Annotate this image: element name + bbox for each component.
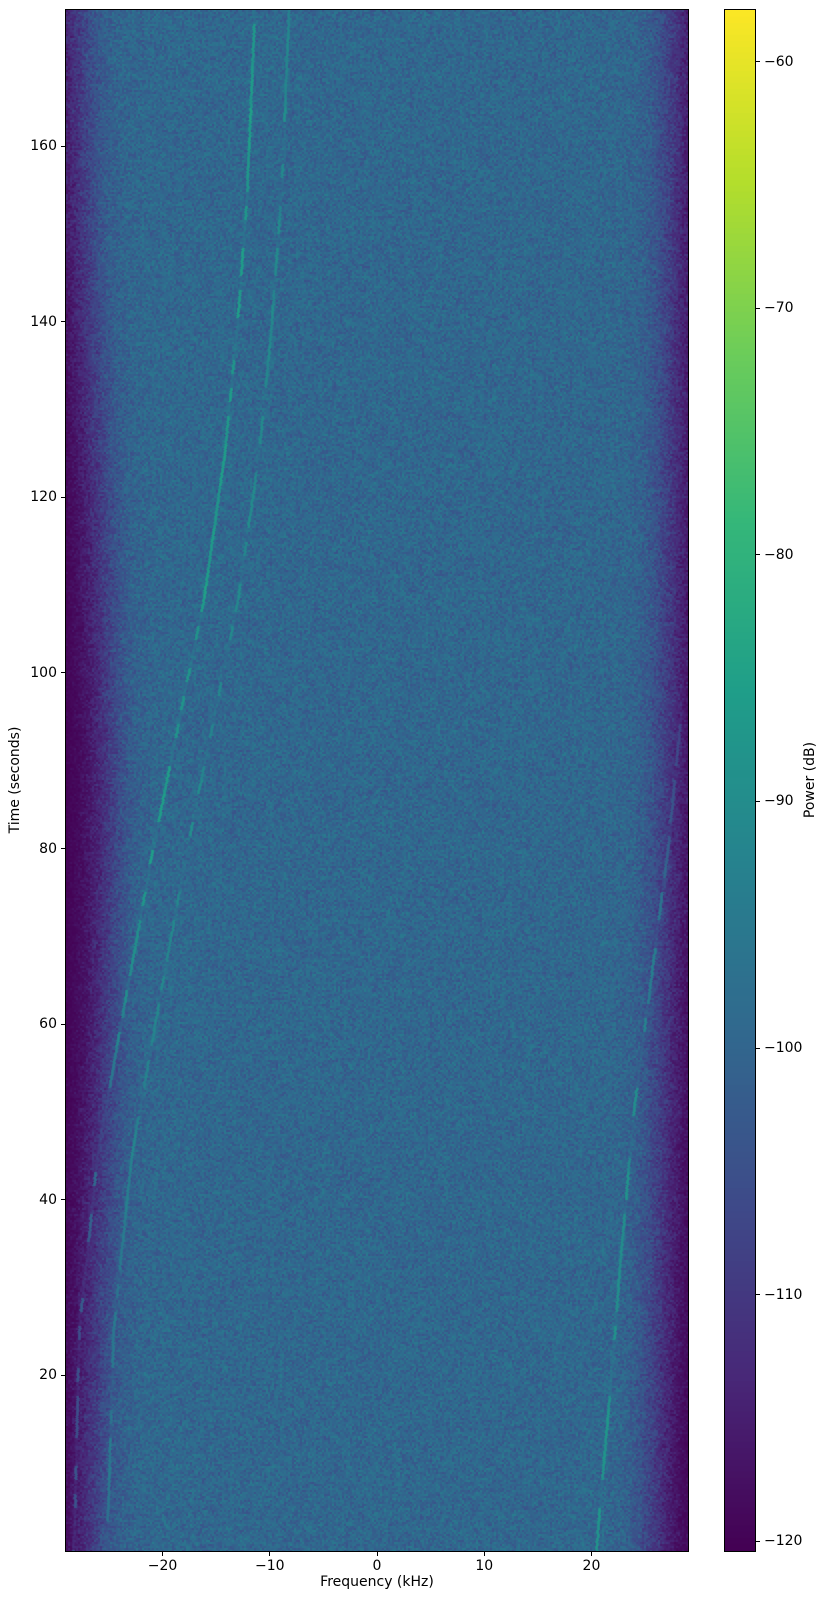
- colorbar-tick-label: −100: [764, 1040, 803, 1057]
- x-axis-label: Frequency (kHz): [320, 1574, 434, 1590]
- colorbar-label: Power (dB): [802, 741, 818, 819]
- colorbar-tick-label: −120: [764, 1533, 803, 1550]
- colorbar-tick: [756, 61, 760, 63]
- y-tick: [61, 1374, 65, 1376]
- x-tick-label: −20: [147, 1558, 178, 1574]
- colorbar-tick: [756, 307, 760, 309]
- x-tick: [269, 1552, 271, 1556]
- colorbar-tick-label: −90: [764, 793, 794, 810]
- colorbar-tick: [756, 800, 760, 802]
- y-tick-label: 60: [39, 1016, 57, 1033]
- x-tick: [590, 1552, 592, 1556]
- plot-frame: [65, 9, 689, 1552]
- x-tick-label: 10: [475, 1558, 494, 1574]
- y-tick: [61, 1023, 65, 1025]
- x-tick-label: 20: [582, 1558, 601, 1574]
- y-tick-label: 100: [30, 664, 57, 681]
- colorbar-gradient: [725, 10, 755, 1551]
- y-tick-label: 160: [30, 138, 57, 155]
- colorbar-tick-label: −80: [764, 546, 794, 563]
- colorbar-tick: [756, 1540, 760, 1542]
- y-tick: [61, 321, 65, 323]
- y-tick: [61, 496, 65, 498]
- colorbar-tick: [756, 554, 760, 556]
- y-tick-label: 20: [39, 1367, 57, 1384]
- y-tick: [61, 145, 65, 147]
- x-tick-label: 0: [372, 1558, 382, 1574]
- x-tick: [162, 1552, 164, 1556]
- colorbar-tick-label: −70: [764, 300, 794, 317]
- y-tick: [61, 672, 65, 674]
- y-tick-label: 140: [30, 313, 57, 330]
- x-tick: [483, 1552, 485, 1556]
- spectrogram-heatmap: [66, 10, 688, 1551]
- y-tick: [61, 1199, 65, 1201]
- colorbar: [724, 9, 756, 1552]
- y-tick-label: 80: [39, 840, 57, 857]
- y-tick: [61, 848, 65, 850]
- y-tick-label: 120: [30, 489, 57, 506]
- x-tick: [376, 1552, 378, 1556]
- colorbar-tick: [756, 1294, 760, 1296]
- colorbar-tick: [756, 1047, 760, 1049]
- colorbar-tick-label: −60: [764, 53, 794, 70]
- colorbar-tick-label: −110: [764, 1286, 803, 1303]
- y-axis-label: Time (seconds): [7, 726, 23, 834]
- y-tick-label: 40: [39, 1191, 57, 1208]
- x-tick-label: −10: [254, 1558, 285, 1574]
